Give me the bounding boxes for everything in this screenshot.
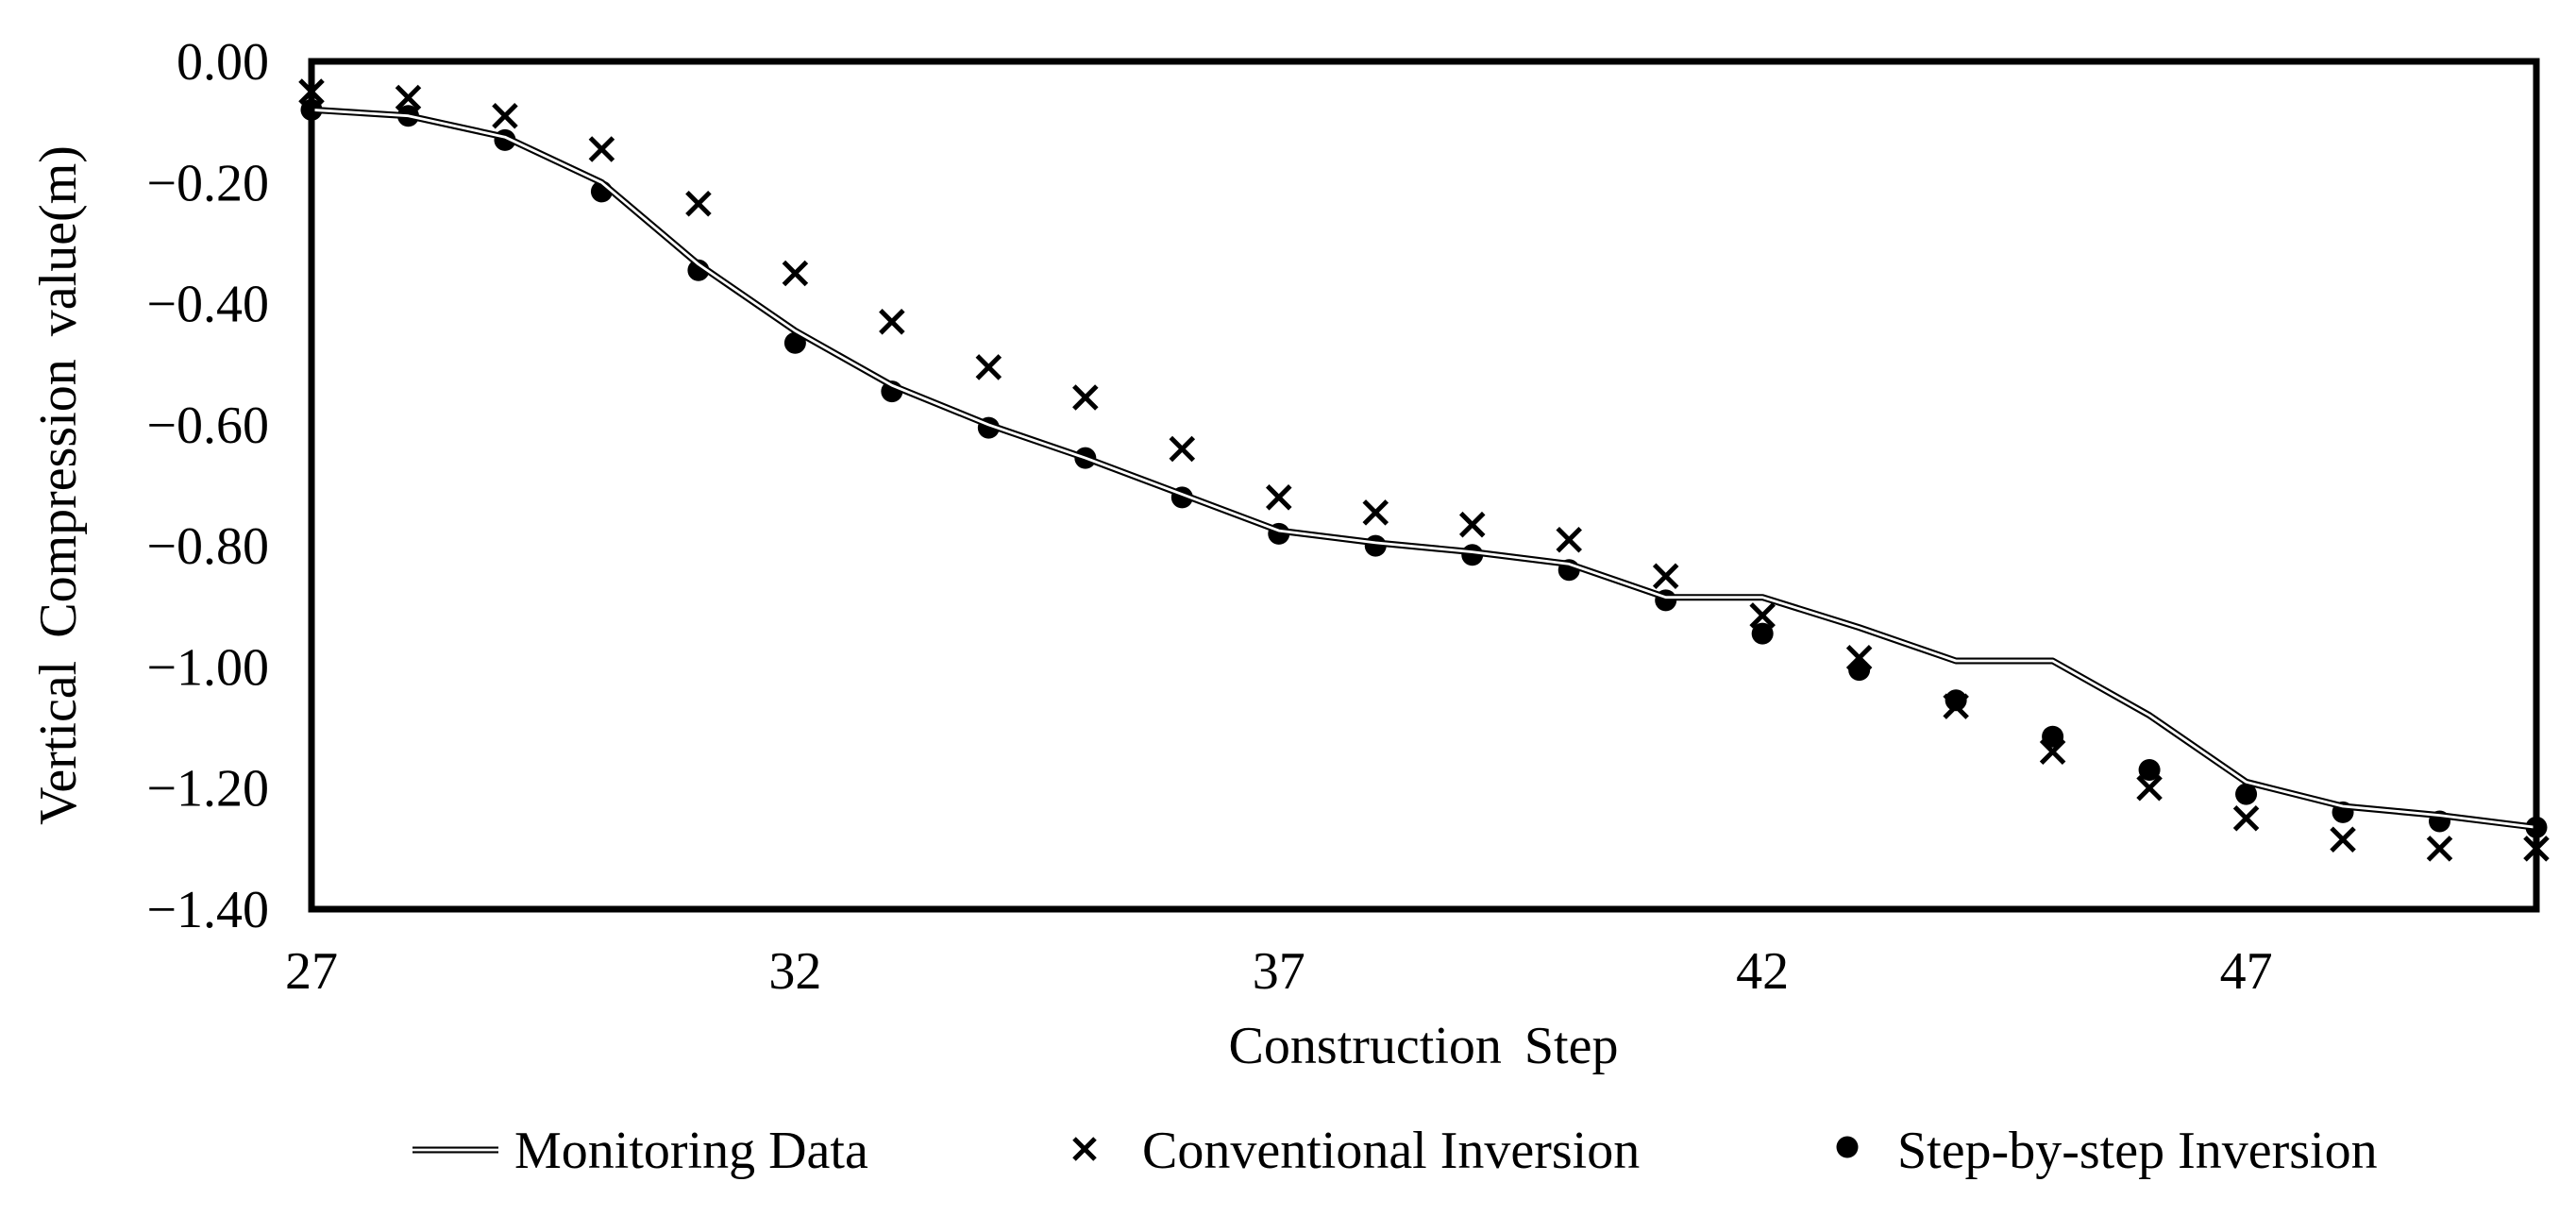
y-axis-tick-label: −0.40 (146, 276, 269, 334)
y-axis-tick-label: 0.00 (177, 33, 269, 92)
conventional-inversion-marker (1169, 435, 1196, 463)
y-axis-tick-label: −1.40 (146, 881, 269, 939)
x-axis-tick-label: 37 (1253, 942, 1305, 1001)
conventional-inversion-marker (879, 309, 905, 335)
y-axis-tick-label: −0.80 (146, 517, 269, 576)
monitoring-data-line-core (311, 108, 2537, 829)
conventional-inversion-marker (2426, 836, 2453, 862)
conventional-inversion-marker (2330, 826, 2356, 853)
plot-border (308, 58, 2540, 913)
monitoring-data-line (311, 106, 2537, 831)
conventional-inversion-marker (1266, 484, 1292, 511)
conventional-inversion-marker (1458, 511, 1486, 538)
step-by-step-inversion-marker (2042, 725, 2064, 748)
conventional-inversion-marker (588, 136, 615, 162)
conventional-inversion-marker (2136, 774, 2163, 802)
conventional-inversion-marker (2232, 805, 2260, 832)
x-axis-tick-label: 27 (285, 942, 338, 1001)
conventional-inversion-marker (1652, 563, 1679, 589)
step-by-step-inversion-marker (2235, 783, 2258, 805)
x-axis-tick-label: 42 (1736, 942, 1789, 1001)
conventional-inversion-marker (492, 102, 518, 129)
step-by-step-inversion-marker (1848, 659, 1871, 682)
x-axis-title: Construction Step (1228, 1017, 1619, 1075)
y-axis-tick-label: −1.20 (146, 760, 269, 819)
conventional-inversion-marker (1362, 499, 1389, 526)
y-axis-tick-label: −1.00 (146, 638, 269, 697)
y-axis-tick-label: −0.60 (146, 397, 269, 455)
x-axis-tick-label: 47 (2220, 942, 2273, 1001)
conventional-inversion-marker (1749, 602, 1776, 629)
conventional-inversion-marker (685, 190, 712, 217)
conventional-inversion-marker (782, 260, 809, 287)
y-axis-tick-label: −0.20 (146, 154, 269, 212)
conventional-inversion-marker (395, 84, 422, 111)
x-axis-tick-label: 32 (768, 942, 821, 1001)
conventional-inversion-marker (975, 354, 1002, 380)
conventional-inversion-marker (1556, 526, 1582, 553)
y-axis-title: Vertical Compression value(m) (29, 145, 88, 825)
conventional-inversion-marker (1072, 384, 1099, 411)
step-by-step-inversion-marker (2138, 758, 2161, 781)
step-by-step-inversion-marker (1945, 689, 1967, 712)
step-by-step-inversion-marker (1751, 622, 1774, 645)
